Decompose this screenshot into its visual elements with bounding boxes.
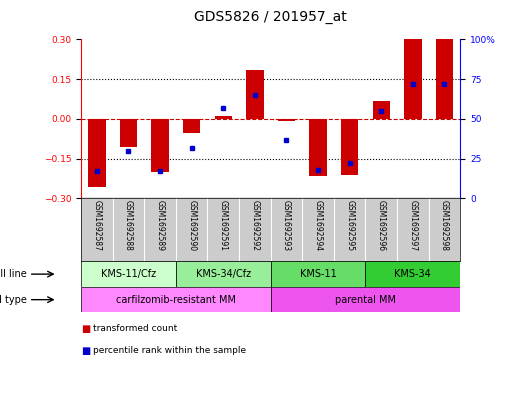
Bar (81, 261, 176, 287)
Text: GSM1692587: GSM1692587 (93, 200, 101, 252)
Text: KMS-34: KMS-34 (394, 269, 431, 279)
Text: cell line: cell line (0, 269, 27, 279)
Bar (278, 119, 295, 121)
Text: GSM1692589: GSM1692589 (155, 200, 165, 252)
Text: GSM1692596: GSM1692596 (377, 200, 386, 252)
Bar (88, 119, 106, 187)
Text: ■: ■ (81, 324, 90, 334)
Bar (404, 38, 422, 119)
Text: KMS-34/Cfz: KMS-34/Cfz (196, 269, 251, 279)
Text: GSM1692595: GSM1692595 (345, 200, 354, 252)
Text: percentile rank within the sample: percentile rank within the sample (93, 346, 246, 355)
Text: KMS-11/Cfz: KMS-11/Cfz (101, 269, 156, 279)
Bar (366, 261, 460, 287)
Text: GDS5826 / 201957_at: GDS5826 / 201957_at (194, 10, 347, 24)
Bar (151, 119, 169, 172)
Bar (341, 119, 358, 174)
Bar (214, 116, 232, 119)
Bar (183, 119, 200, 134)
Bar (436, 38, 453, 119)
Text: GSM1692593: GSM1692593 (282, 200, 291, 252)
Bar (120, 119, 137, 147)
Bar (271, 261, 366, 287)
Text: GSM1692594: GSM1692594 (314, 200, 323, 252)
Text: carfilzomib-resistant MM: carfilzomib-resistant MM (116, 295, 236, 305)
Text: KMS-11: KMS-11 (300, 269, 336, 279)
Bar (310, 119, 327, 176)
Text: GSM1692591: GSM1692591 (219, 200, 228, 252)
Text: GSM1692588: GSM1692588 (124, 200, 133, 251)
Bar (81, 287, 271, 312)
Bar (176, 261, 271, 287)
Text: GSM1692590: GSM1692590 (187, 200, 196, 252)
Text: transformed count: transformed count (93, 324, 177, 333)
Text: GSM1692598: GSM1692598 (440, 200, 449, 252)
Text: parental MM: parental MM (335, 295, 396, 305)
Text: GSM1692592: GSM1692592 (251, 200, 259, 252)
Text: ■: ■ (81, 346, 90, 356)
Bar (271, 287, 460, 312)
Bar (246, 70, 264, 119)
Bar (372, 101, 390, 119)
Text: cell type: cell type (0, 295, 27, 305)
Text: GSM1692597: GSM1692597 (408, 200, 417, 252)
